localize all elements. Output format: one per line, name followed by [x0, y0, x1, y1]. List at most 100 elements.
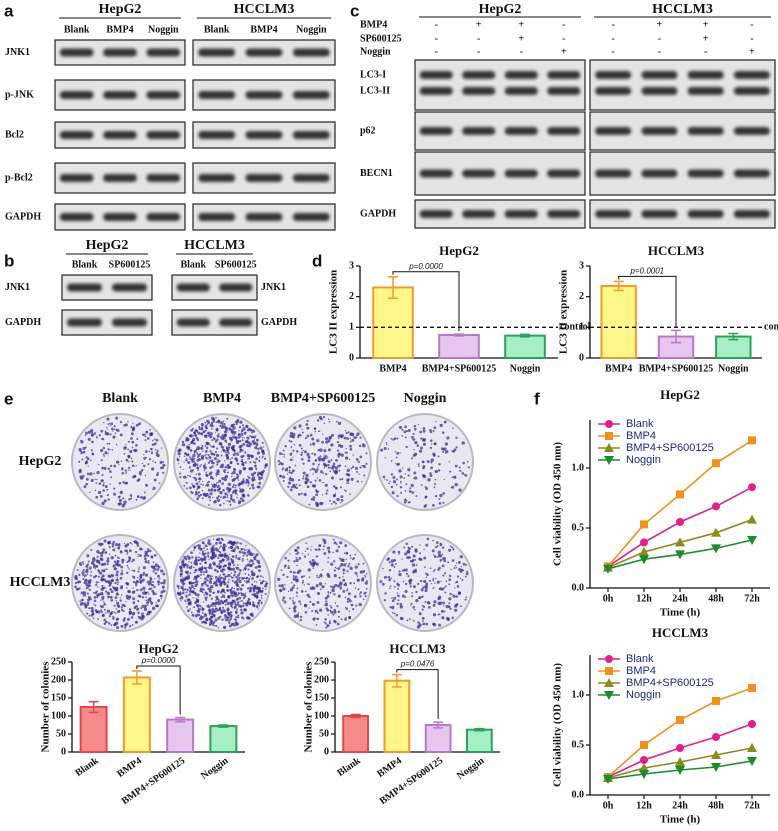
- legend-label: BMP4: [626, 430, 656, 442]
- colony: [362, 443, 365, 446]
- colony: [399, 602, 403, 606]
- colony: [199, 569, 201, 572]
- colony: [116, 601, 120, 605]
- colony: [109, 433, 112, 436]
- colony: [85, 446, 87, 449]
- colony: [217, 458, 219, 461]
- significance-bracket: [136, 665, 181, 715]
- data-point: [711, 544, 721, 554]
- colony: [198, 567, 200, 570]
- colony: [186, 566, 189, 569]
- bar: [122, 676, 151, 753]
- colony: [138, 595, 142, 598]
- colony: [231, 432, 233, 434]
- colony: [237, 573, 240, 577]
- colony: [421, 460, 425, 464]
- colony: [424, 601, 427, 603]
- colony: [198, 556, 200, 559]
- row-label: GAPDH: [261, 317, 297, 328]
- colony: [141, 612, 144, 615]
- colony: [201, 621, 204, 624]
- colony: [97, 490, 102, 495]
- colony: [246, 436, 250, 440]
- colony: [125, 443, 127, 446]
- colony: [346, 478, 350, 483]
- colony: [300, 492, 303, 495]
- blot-band: [462, 71, 496, 79]
- colony: [86, 586, 89, 589]
- colony: [443, 559, 447, 563]
- colony: [211, 428, 213, 430]
- colony: [158, 482, 161, 484]
- colony: [200, 483, 202, 486]
- colony: [449, 545, 452, 547]
- colony: [130, 426, 133, 429]
- colony: [223, 591, 226, 594]
- y-tick-label: 0.5: [572, 522, 585, 533]
- colony: [93, 575, 96, 579]
- colony: [147, 548, 150, 551]
- colony: [217, 481, 219, 484]
- colony: [449, 470, 452, 473]
- colony: [215, 624, 218, 627]
- colony: [236, 564, 239, 566]
- colony: [404, 498, 407, 501]
- colony: [344, 465, 347, 468]
- colony: [139, 580, 143, 584]
- colony: [193, 560, 196, 563]
- colony: [196, 466, 199, 470]
- colony: [179, 573, 183, 576]
- colony: [180, 596, 184, 600]
- colony: [334, 469, 338, 474]
- colony: [113, 492, 117, 496]
- colony: [405, 483, 408, 486]
- colony: [96, 555, 99, 559]
- colony: [183, 461, 185, 463]
- colony: [461, 578, 464, 581]
- colony: [283, 456, 285, 458]
- blot-band: [419, 71, 453, 79]
- colony: [254, 441, 257, 445]
- x-tick-label: Blank: [335, 755, 363, 779]
- colony: [151, 467, 155, 471]
- colony: [100, 578, 105, 582]
- colony: [457, 560, 461, 564]
- treatment-sign: +: [518, 19, 524, 30]
- colony: [394, 562, 397, 565]
- colony: [222, 488, 225, 492]
- colony: [283, 453, 286, 456]
- colony: [163, 579, 166, 582]
- colony: [323, 454, 325, 456]
- colony: [258, 477, 261, 481]
- colony: [193, 578, 196, 580]
- colony: [245, 481, 248, 484]
- colony: [219, 424, 222, 427]
- colony: [393, 565, 396, 568]
- colony: [405, 572, 409, 575]
- colony: [330, 502, 333, 505]
- colony: [139, 576, 143, 579]
- colony: [349, 616, 352, 618]
- colony: [298, 433, 301, 437]
- colony: [296, 564, 298, 567]
- colony: [399, 605, 404, 609]
- colony: [365, 452, 368, 455]
- blot-band: [462, 169, 496, 178]
- colony: [78, 587, 81, 590]
- colony: [431, 549, 435, 553]
- colony: [86, 554, 90, 558]
- colony: [347, 565, 350, 568]
- colony: [255, 468, 258, 471]
- colony: [148, 581, 152, 585]
- colony: [95, 583, 98, 587]
- colony: [262, 471, 265, 474]
- data-point: [748, 684, 756, 692]
- colony: [109, 584, 112, 587]
- colony: [144, 435, 147, 438]
- colony: [298, 557, 302, 560]
- colony: [356, 578, 360, 582]
- colony: [437, 601, 441, 605]
- colony: [244, 568, 247, 571]
- colony: [85, 588, 87, 590]
- colony: [326, 594, 330, 598]
